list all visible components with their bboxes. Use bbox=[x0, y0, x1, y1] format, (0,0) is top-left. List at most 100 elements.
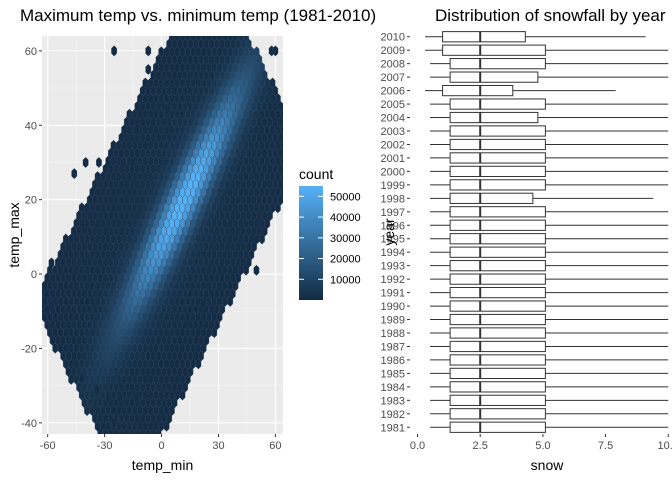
hexbin-x-tick-label: 60 bbox=[269, 440, 281, 452]
boxplot-panel-background bbox=[410, 30, 672, 434]
boxplot-y-tick-label: 1981 bbox=[381, 422, 405, 434]
hexbin-cell bbox=[71, 168, 78, 180]
hexbin-y-tick-label: -40 bbox=[21, 418, 37, 430]
hexbin-cell bbox=[282, 166, 283, 172]
boxplot-y-tick-label: 1991 bbox=[381, 288, 405, 300]
boxplot-box-1984 bbox=[430, 381, 669, 393]
hexbin-cell bbox=[134, 123, 140, 135]
hexbin-cell bbox=[282, 134, 283, 141]
hexbin-cell bbox=[174, 36, 180, 42]
boxplot-y-tick-label: 2008 bbox=[381, 59, 405, 71]
boxplot-box-2007 bbox=[430, 71, 669, 83]
boxplot-y-tick-label: 1993 bbox=[381, 261, 405, 273]
hexbin-cell bbox=[282, 150, 283, 156]
boxplot-box-2005 bbox=[430, 98, 669, 110]
boxplot-iqr-box bbox=[449, 313, 546, 326]
boxplot-box-1981 bbox=[430, 421, 669, 433]
boxplot-y-tick-label: 1982 bbox=[381, 409, 405, 421]
hexbin-cell bbox=[96, 157, 102, 168]
boxplot-box-1997 bbox=[430, 206, 669, 218]
boxplot-y-tick-label: 1994 bbox=[381, 247, 405, 259]
legend-tick-label: 30000 bbox=[330, 233, 361, 245]
boxplot-iqr-box bbox=[449, 260, 546, 272]
boxplot-x-tick-label: 2.5 bbox=[473, 440, 488, 452]
boxplot-box-1986 bbox=[430, 354, 669, 366]
boxplot-x-tick-label: 7.5 bbox=[598, 440, 613, 452]
count-legend: count 10000 20000 30000 40000 50000 bbox=[299, 166, 361, 300]
hexbin-y-tick-label: 40 bbox=[25, 120, 37, 132]
hexbin-cell bbox=[200, 36, 207, 42]
hexbin-x-axis: -60 -30 0 30 60 bbox=[40, 434, 282, 452]
hexbin-cell bbox=[286, 125, 291, 135]
hexbin-cell bbox=[190, 36, 196, 42]
boxplot-box-1998 bbox=[430, 192, 654, 204]
legend-tick-label: 10000 bbox=[330, 274, 361, 286]
hexbin-cell bbox=[206, 36, 212, 42]
legend-colorbar bbox=[299, 186, 323, 300]
hexbin-cell bbox=[94, 383, 100, 395]
hexbin-cell bbox=[243, 36, 249, 42]
boxplot-iqr-box bbox=[449, 206, 546, 218]
legend-ticks: 10000 20000 30000 40000 50000 bbox=[299, 191, 361, 286]
hexbin-x-tick-label: 30 bbox=[212, 440, 224, 452]
boxplot-iqr-box bbox=[449, 233, 546, 245]
boxplot-y-tick-label: 2009 bbox=[381, 45, 405, 57]
boxplot-iqr-box bbox=[449, 421, 546, 433]
boxplot-iqr-box bbox=[449, 179, 546, 191]
hexbin-cell bbox=[286, 171, 291, 181]
boxplot-x-tick-label: 0.0 bbox=[410, 440, 425, 452]
boxplot-x-axis: 0.0 2.5 5.0 7.5 10.0 bbox=[410, 434, 672, 452]
boxplot-iqr-box bbox=[449, 71, 539, 83]
boxplot-title: Distribution of snowfall by year bbox=[435, 6, 666, 25]
boxplot-y-axis-title: year bbox=[381, 218, 397, 246]
hexbin-y-tick-label: 60 bbox=[25, 46, 37, 58]
boxplot-box-1988 bbox=[430, 327, 669, 339]
hexbin-cell bbox=[184, 36, 191, 42]
hexbin-cell bbox=[232, 36, 239, 42]
hexbin-cell bbox=[253, 264, 260, 276]
hexbin-cell bbox=[195, 36, 202, 42]
boxplot-iqr-box bbox=[449, 300, 546, 312]
hexbin-x-axis-title: temp_min bbox=[132, 457, 193, 473]
boxplot-x-axis-title: snow bbox=[531, 457, 565, 473]
hexbin-cell bbox=[269, 77, 276, 89]
boxplot-y-tick-label: 2001 bbox=[381, 153, 405, 165]
boxplot-y-tick-label: 1992 bbox=[381, 274, 405, 286]
hexbin-cell bbox=[164, 104, 171, 116]
boxplot-iqr-box bbox=[442, 44, 546, 56]
hexbin-x-tick-label: 0 bbox=[158, 440, 164, 452]
hexbin-cell bbox=[282, 119, 283, 125]
boxplot-y-tick-label: 2010 bbox=[381, 32, 405, 44]
boxplot-y-tick-label: 1999 bbox=[381, 180, 405, 192]
hexbin-x-tick-label: -30 bbox=[97, 440, 113, 452]
boxplot-iqr-box bbox=[449, 340, 546, 353]
hexbin-cell bbox=[222, 36, 228, 42]
boxplot-box-2008 bbox=[430, 58, 669, 70]
hexbin-cell bbox=[105, 391, 112, 403]
boxplot-box-1996 bbox=[430, 219, 669, 231]
hexbin-cell bbox=[145, 45, 152, 57]
legend-tick-label: 40000 bbox=[330, 212, 361, 224]
boxplot-iqr-box bbox=[449, 381, 546, 393]
boxplot-y-tick-label: 2002 bbox=[381, 139, 405, 151]
hexbin-y-tick-label: 20 bbox=[25, 195, 37, 207]
hexbin-cell bbox=[79, 372, 85, 384]
hexbin-y-axis: -40 -20 0 20 40 60 bbox=[21, 46, 42, 430]
boxplot-chart: Distribution of snowfall by year 0.0 2.5 5… bbox=[381, 6, 672, 473]
hexbin-cell bbox=[145, 64, 152, 75]
boxplot-y-tick-label: 2007 bbox=[381, 72, 405, 84]
boxplot-box-1990 bbox=[430, 300, 669, 312]
boxplot-iqr-box bbox=[449, 152, 546, 164]
boxplot-iqr-box bbox=[449, 58, 546, 70]
legend-title: count bbox=[299, 166, 333, 182]
hexbin-cell bbox=[48, 257, 55, 269]
boxplot-iqr-box bbox=[449, 125, 546, 137]
boxplot-y-tick-label: 1997 bbox=[381, 207, 405, 219]
boxplot-box-1982 bbox=[430, 408, 669, 420]
boxplot-iqr-box bbox=[449, 111, 539, 124]
hexbin-cell bbox=[286, 109, 291, 119]
hexbin-cell bbox=[179, 36, 186, 42]
boxplot-box-1989 bbox=[430, 313, 669, 326]
boxplot-iqr-box bbox=[442, 31, 526, 43]
